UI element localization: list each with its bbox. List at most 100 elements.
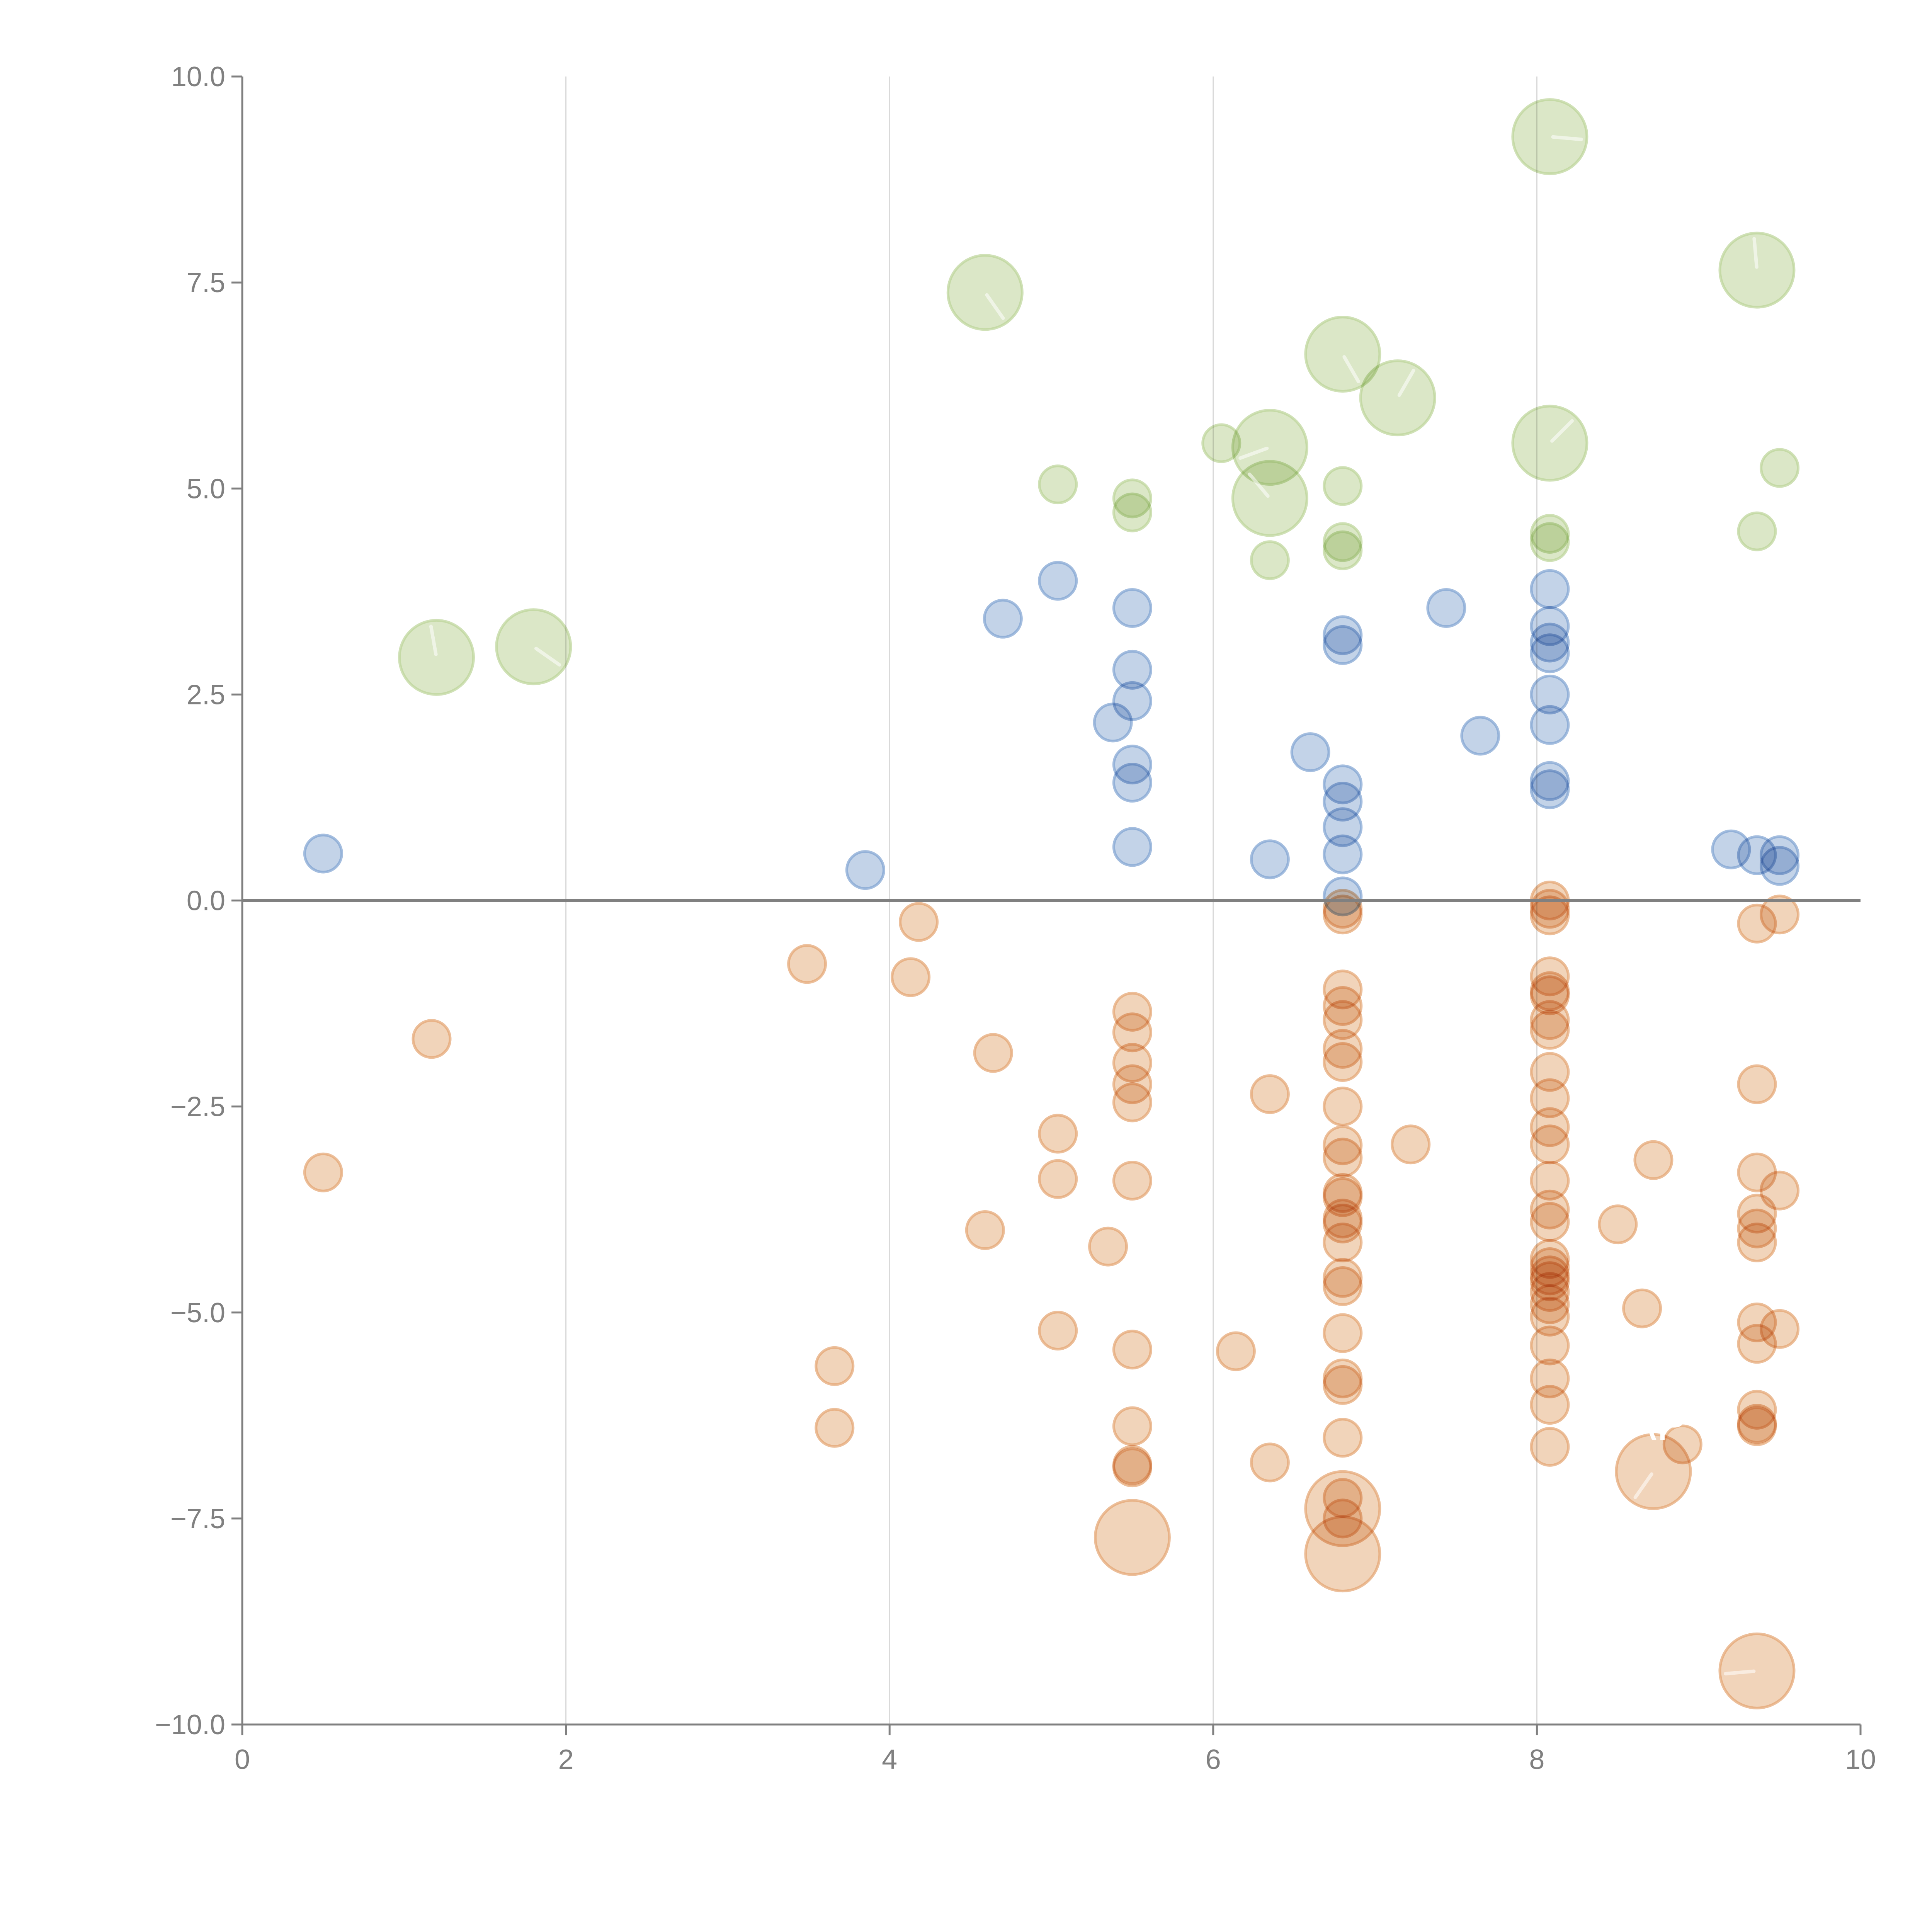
orange-bubble	[1622, 1288, 1662, 1328]
orange-bubble	[1112, 1447, 1152, 1488]
blue-bubble	[1290, 732, 1330, 772]
orange-bubble	[1737, 1222, 1777, 1262]
blue-bubble	[1112, 827, 1152, 867]
green-bubble	[1304, 316, 1381, 393]
orange-bubble	[1391, 1124, 1431, 1165]
orange-bubble	[1323, 1222, 1363, 1262]
orange-bubble	[1323, 1266, 1363, 1306]
green-bubble	[1038, 464, 1078, 505]
x-tick-label: 6	[1206, 1744, 1221, 1775]
green-bubble	[1737, 511, 1777, 551]
overlay-label: AP	[1626, 1398, 1687, 1450]
x-tick-label: 10	[1845, 1744, 1876, 1775]
y-tick-label: −10.0	[155, 1709, 225, 1740]
orange-bubble	[891, 957, 931, 997]
orange-bubble	[1530, 1325, 1570, 1366]
orange-bubble	[1598, 1204, 1638, 1245]
orange-bubble	[1737, 1064, 1777, 1104]
orange-bubble	[1323, 1418, 1363, 1458]
blue-bubble	[1038, 561, 1078, 601]
orange-bubble	[1323, 1365, 1363, 1405]
green-bubble-needle	[1342, 355, 1361, 383]
green-bubble-needle	[534, 646, 561, 667]
x-tick-label: 4	[882, 1744, 897, 1775]
orange-bubble	[1323, 1087, 1363, 1127]
orange-bubble	[1112, 1161, 1152, 1201]
orange-bubble	[1530, 1385, 1570, 1425]
green-bubble	[1231, 460, 1308, 537]
orange-bubble	[1760, 1170, 1800, 1211]
green-bubble	[1511, 98, 1588, 175]
orange-bubble	[1760, 895, 1800, 935]
orange-bubble	[787, 944, 827, 984]
orange-bubble	[1038, 1311, 1078, 1351]
orange-bubble	[1323, 1313, 1363, 1353]
green-bubble	[1323, 530, 1363, 570]
orange-bubble	[1530, 1124, 1570, 1165]
orange-bubble	[1760, 1309, 1800, 1349]
orange-bubble	[965, 1210, 1005, 1250]
green-bubble	[946, 254, 1024, 331]
orange-bubble	[1088, 1226, 1128, 1267]
orange-bubble	[1112, 1082, 1152, 1122]
orange-bubble	[1038, 1159, 1078, 1199]
orange-bubble	[1250, 1442, 1290, 1483]
y-tick-label: 5.0	[187, 473, 225, 504]
green-bubble-needle	[1238, 446, 1269, 460]
blue-bubble	[845, 850, 885, 890]
orange-bubble	[1094, 1499, 1171, 1576]
blue-bubble	[1112, 763, 1152, 803]
y-tick-label: 10.0	[171, 61, 225, 92]
y-tick-label: 0.0	[187, 886, 225, 917]
orange-bubble	[1323, 895, 1363, 935]
green-bubble-needle	[1551, 135, 1583, 141]
green-bubble-needle	[1248, 472, 1270, 498]
orange-bubble-needle	[1724, 1669, 1756, 1675]
green-bubble	[1359, 359, 1436, 437]
orange-bubble	[1615, 1433, 1692, 1510]
blue-bubble	[1426, 588, 1466, 628]
green-bubble-needle	[1752, 237, 1759, 269]
orange-bubble	[1530, 895, 1570, 935]
green-bubble	[1530, 522, 1570, 562]
blue-bubble	[1530, 633, 1570, 673]
green-bubble-needle	[1397, 369, 1415, 397]
orange-bubble	[1323, 1042, 1363, 1082]
green-bubble-needle	[985, 293, 1005, 320]
orange-bubble	[1112, 1330, 1152, 1370]
orange-bubble	[815, 1408, 855, 1448]
y-tick-label: 7.5	[187, 267, 225, 298]
orange-bubble	[1323, 1138, 1363, 1178]
green-bubble-needle	[429, 624, 438, 656]
orange-bubble	[1718, 1632, 1796, 1709]
blue-bubble	[1112, 588, 1152, 628]
orange-bubble	[815, 1346, 855, 1386]
y-tick-label: −7.5	[170, 1503, 225, 1534]
blue-bubble	[1323, 625, 1363, 665]
orange-bubble	[1530, 1010, 1570, 1050]
green-bubble-needle	[1550, 419, 1574, 443]
green-bubble	[1511, 405, 1588, 482]
orange-bubble	[1530, 1202, 1570, 1242]
blue-bubble	[1250, 839, 1290, 879]
blue-bubble	[1530, 569, 1570, 609]
axes: 10.0 7.5 5.0 2.5 0.0 −2.5 −5.0 −7.5 −10.0 0 2 4 6 8 10	[155, 61, 1876, 1775]
y-tick-label: 2.5	[187, 679, 225, 710]
x-tick-label: 8	[1529, 1744, 1544, 1775]
orange-bubble	[1250, 1074, 1290, 1114]
blue-bubble	[983, 599, 1023, 639]
green-bubble	[1760, 448, 1800, 488]
orange-bubble	[899, 902, 939, 942]
orange-bubble	[1530, 1427, 1570, 1467]
y-tick-label: −5.0	[170, 1298, 225, 1328]
orange-bubble	[1633, 1140, 1673, 1180]
blue-bubble	[1093, 702, 1133, 743]
x-tick-label: 2	[558, 1744, 574, 1775]
orange-bubble	[1038, 1114, 1078, 1154]
blue-bubble	[1760, 846, 1800, 886]
blue-bubble	[1323, 834, 1363, 874]
blue-bubble	[1530, 769, 1570, 810]
x-tick-label: 0	[235, 1744, 250, 1775]
blue-bubble	[1530, 705, 1570, 745]
